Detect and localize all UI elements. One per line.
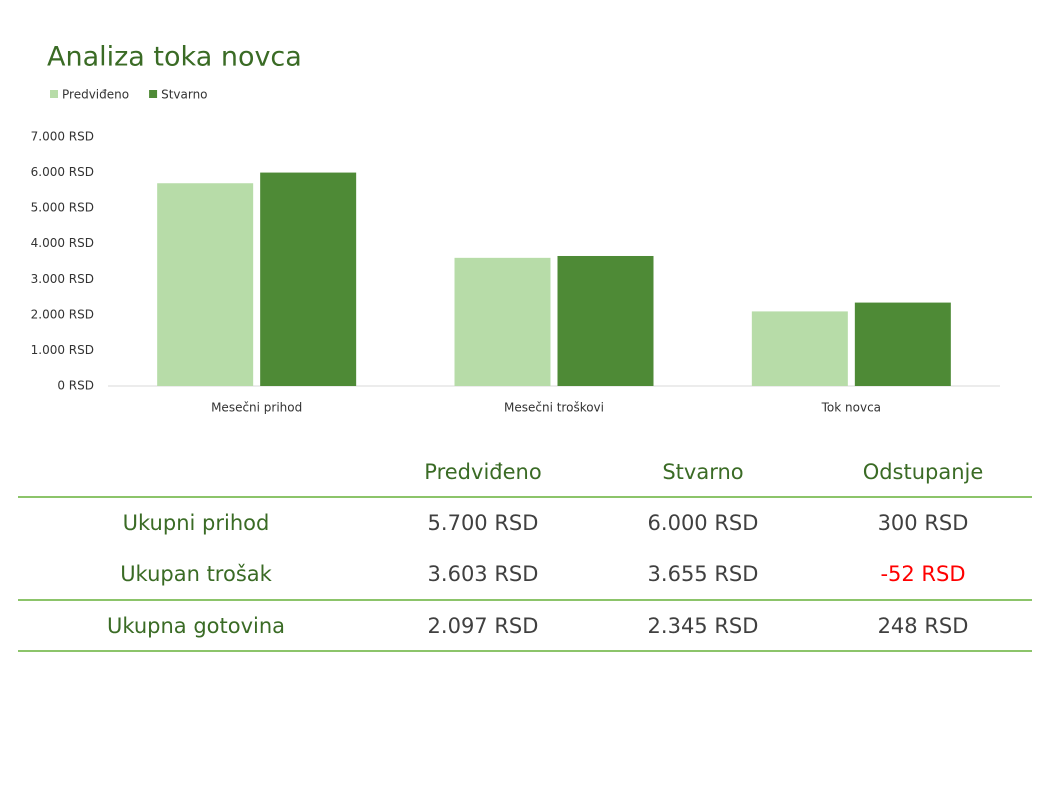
bar xyxy=(157,183,254,386)
x-tick-label: Tok novca xyxy=(821,401,881,415)
row-label: Ukupni prihod xyxy=(123,511,270,535)
table-cell: -52 RSD xyxy=(880,562,965,586)
bar xyxy=(260,172,357,386)
y-tick-label: 4.000 RSD xyxy=(31,236,94,250)
legend-label: Stvarno xyxy=(161,88,207,102)
x-tick-label: Mesečni prihod xyxy=(211,401,302,415)
bar xyxy=(751,311,848,386)
row-label: Ukupan trošak xyxy=(120,562,272,586)
table-cell: 248 RSD xyxy=(878,614,969,638)
y-tick-label: 5.000 RSD xyxy=(31,201,94,215)
table-cell: 2.097 RSD xyxy=(428,614,539,638)
table-cell: 5.700 RSD xyxy=(428,511,539,535)
table-cell: 3.603 RSD xyxy=(428,562,539,586)
y-tick-label: 1.000 RSD xyxy=(31,343,94,357)
y-tick-label: 7.000 RSD xyxy=(31,130,94,144)
chart-title: Analiza toka novca xyxy=(47,42,302,73)
bar xyxy=(557,255,654,386)
table-cell: 2.345 RSD xyxy=(648,614,759,638)
bar xyxy=(854,302,951,386)
table-cell: 300 RSD xyxy=(878,511,969,535)
y-tick-label: 6.000 RSD xyxy=(31,165,94,179)
column-header: Odstupanje xyxy=(863,460,984,484)
legend-swatch xyxy=(50,90,58,98)
column-header: Predviđeno xyxy=(424,460,541,484)
legend-swatch xyxy=(149,90,158,98)
table-cell: 6.000 RSD xyxy=(648,511,759,535)
y-tick-label: 3.000 RSD xyxy=(31,272,94,286)
y-tick-label: 0 RSD xyxy=(57,379,94,393)
row-label: Ukupna gotovina xyxy=(107,614,285,638)
x-tick-label: Mesečni troškovi xyxy=(504,401,604,415)
legend-label: Predviđeno xyxy=(62,88,129,102)
bar xyxy=(454,257,551,386)
column-header: Stvarno xyxy=(662,460,743,484)
y-tick-label: 2.000 RSD xyxy=(31,307,94,321)
table-cell: 3.655 RSD xyxy=(648,562,759,586)
